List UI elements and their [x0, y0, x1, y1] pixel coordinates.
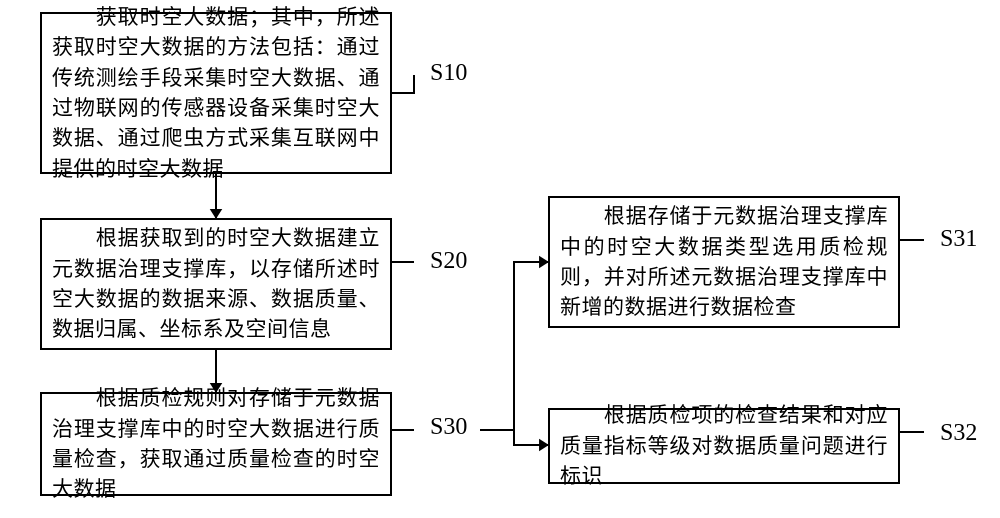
edge-e3: [392, 75, 414, 93]
flow-label-s32: S32: [940, 420, 977, 447]
flow-node-s31: 根据存储于元数据治理支撑库中的时空大数据类型选用质检规则，并对所述元数据治理支撑…: [548, 196, 900, 328]
flow-node-text: 根据质检项的检查结果和对应质量指标等级对数据质量问题进行标识: [560, 400, 888, 491]
flow-node-text: 根据质检规则对存储于元数据治理支撑库中的时空大数据进行质量检查，获取通过质量检查…: [52, 383, 380, 505]
flow-label-s10: S10: [430, 60, 467, 87]
flow-node-text: 根据存储于元数据治理支撑库中的时空大数据类型选用质检规则，并对所述元数据治理支撑…: [560, 201, 888, 323]
flow-label-s20: S20: [430, 248, 467, 275]
edge-arrow-e9: [540, 440, 548, 451]
flow-node-s32: 根据质检项的检查结果和对应质量指标等级对数据质量问题进行标识: [548, 408, 900, 484]
flow-node-s30: 根据质检规则对存储于元数据治理支撑库中的时空大数据进行质量检查，获取通过质量检查…: [40, 392, 392, 496]
flow-node-text: 获取时空大数据；其中，所述获取时空大数据的方法包括：通过传统测绘手段采集时空大数…: [52, 2, 380, 185]
flow-node-s10: 获取时空大数据；其中，所述获取时空大数据的方法包括：通过传统测绘手段采集时空大数…: [40, 12, 392, 174]
flowchart-canvas: 获取时空大数据；其中，所述获取时空大数据的方法包括：通过传统测绘手段采集时空大数…: [0, 0, 1000, 518]
edge-arrow-e1: [211, 210, 222, 218]
edge-e9: [514, 430, 548, 445]
edge-e8: [480, 262, 548, 430]
flow-node-text: 根据获取到的时空大数据建立元数据治理支撑库，以存储所述时空大数据的数据来源、数据…: [52, 223, 380, 345]
edge-arrow-e8: [540, 257, 548, 268]
flow-node-s20: 根据获取到的时空大数据建立元数据治理支撑库，以存储所述时空大数据的数据来源、数据…: [40, 218, 392, 350]
flow-label-s30: S30: [430, 414, 467, 441]
flow-label-s31: S31: [940, 226, 977, 253]
